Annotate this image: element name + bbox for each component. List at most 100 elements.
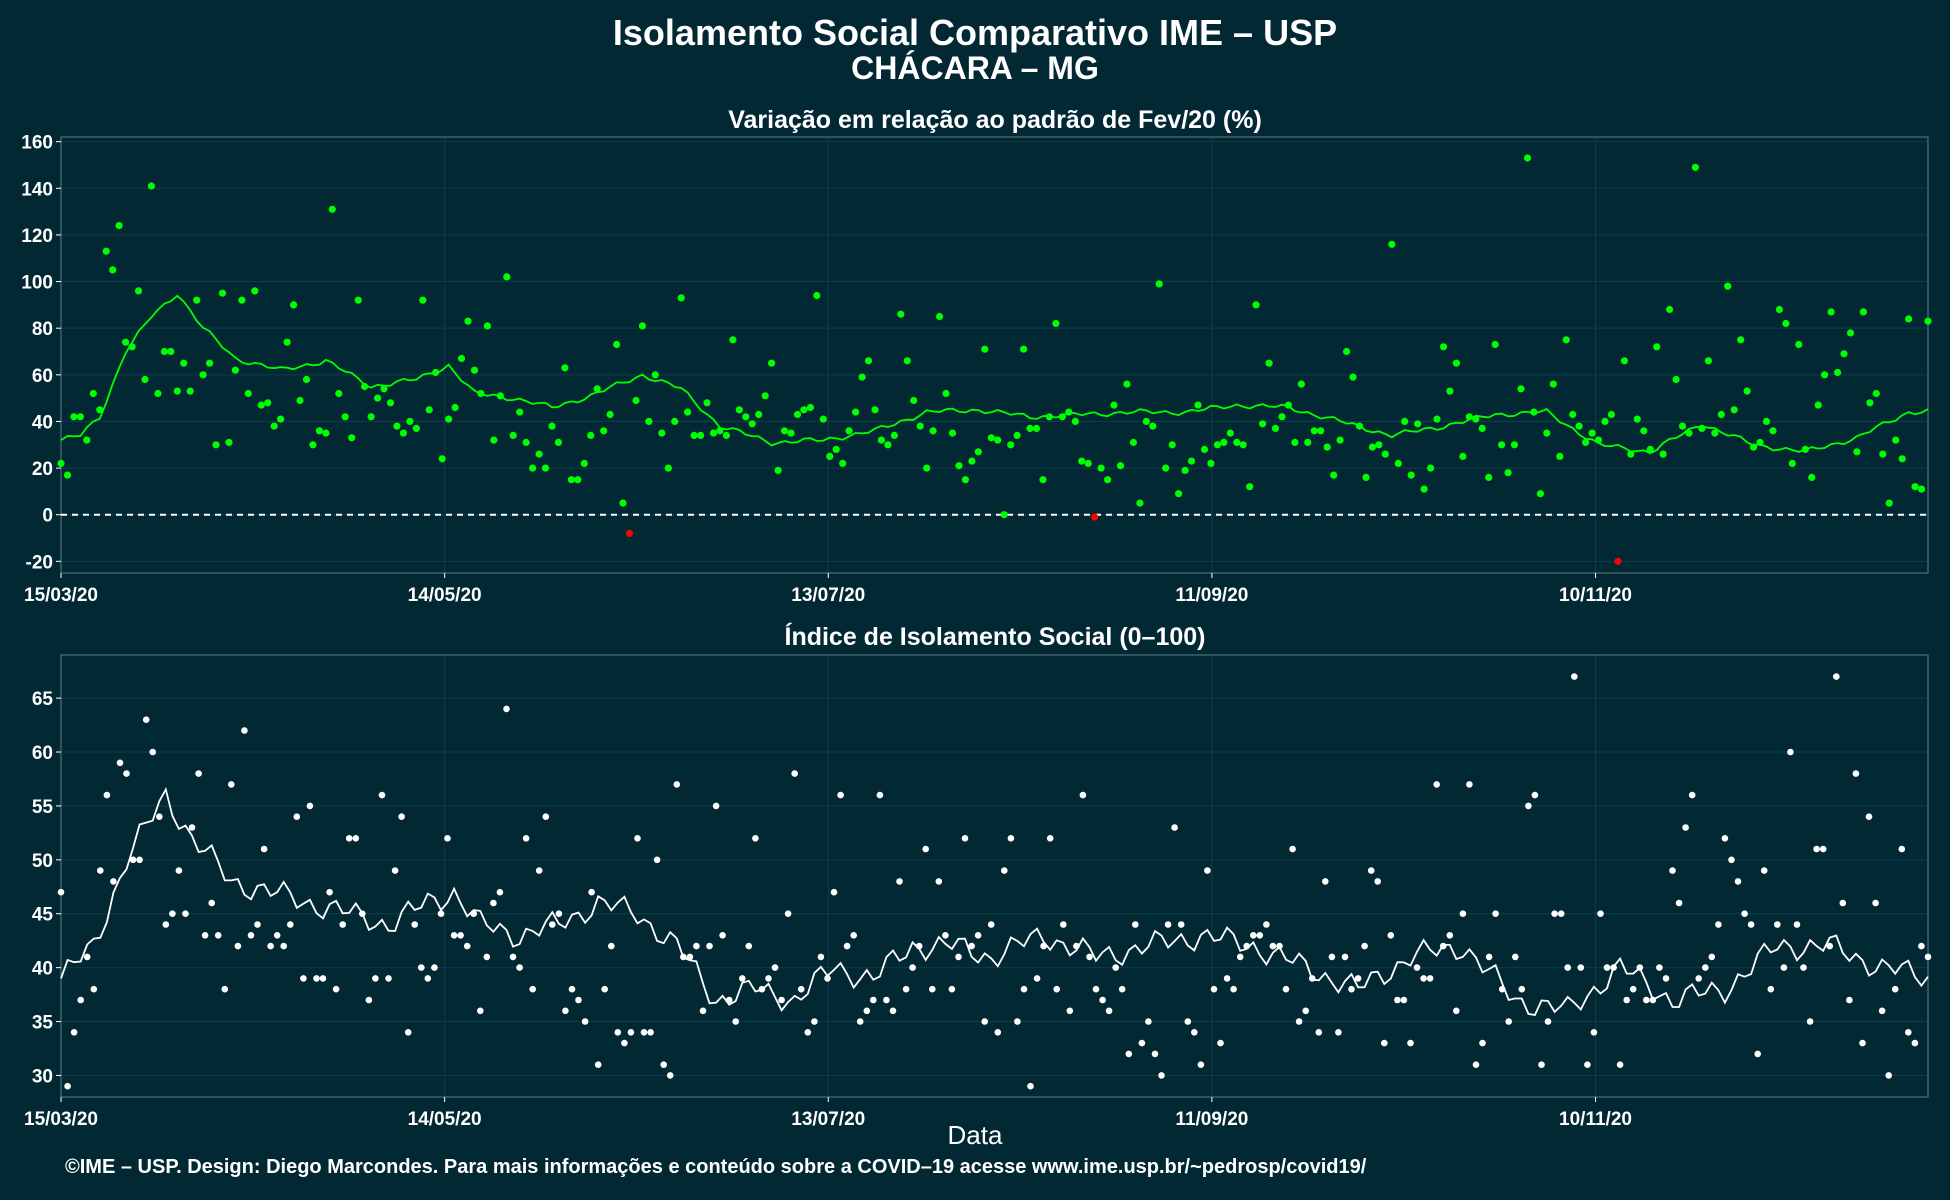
data-point: [1239, 441, 1247, 449]
data-point: [1485, 953, 1493, 961]
data-point: [632, 396, 640, 405]
data-point: [877, 436, 886, 444]
data-point: [961, 835, 969, 842]
data-point: [752, 835, 759, 842]
data-point: [529, 985, 536, 993]
data-point: [832, 445, 840, 453]
data-point: [1653, 343, 1661, 351]
data-point: [765, 975, 772, 982]
data-point: [1220, 438, 1228, 446]
data-point: [238, 296, 246, 304]
data-point: [647, 1029, 654, 1036]
data-point: [195, 770, 202, 777]
data-point: [1691, 163, 1699, 171]
data-point: [404, 1029, 412, 1036]
data-point: [1336, 436, 1344, 444]
data-point: [1407, 1039, 1414, 1047]
y-tick-label: 140: [21, 179, 53, 200]
data-point: [1073, 942, 1080, 950]
data-point: [981, 1018, 988, 1025]
data-point: [1491, 340, 1499, 349]
data-point: [1747, 921, 1755, 928]
data-point: [293, 813, 301, 820]
data-point: [778, 996, 785, 1004]
data-point: [1623, 996, 1630, 1004]
data-point: [1666, 305, 1674, 314]
data-point: [1750, 443, 1758, 451]
data-point: [1813, 845, 1820, 853]
data-point: [134, 287, 143, 295]
data-point: [1413, 964, 1421, 971]
data-point: [1557, 910, 1565, 917]
data-point: [393, 422, 401, 430]
data-point: [1769, 427, 1777, 435]
data-point: [968, 942, 975, 950]
x-tick-label: 11/09/20: [1175, 585, 1248, 606]
data-point: [703, 399, 711, 407]
data-point: [1538, 1061, 1545, 1068]
data-point: [535, 867, 543, 874]
data-point: [1536, 490, 1544, 498]
data-point: [477, 389, 485, 398]
data-point: [1263, 921, 1270, 928]
data-point: [212, 441, 220, 449]
data-point: [1698, 424, 1706, 432]
data-point: [361, 382, 369, 391]
data-point: [819, 415, 827, 423]
data-point: [1603, 964, 1611, 971]
data-point: [315, 427, 323, 435]
data-point: [1834, 368, 1842, 377]
data-point: [70, 413, 78, 421]
data-point: [1517, 385, 1525, 393]
data-point: [601, 985, 608, 993]
data-point: [280, 942, 288, 950]
data-point: [1682, 824, 1689, 831]
data-point: [1381, 450, 1389, 458]
y-tick-label: 40: [32, 412, 53, 433]
data-point: [463, 942, 471, 950]
y-tick-label: 50: [32, 851, 53, 872]
data-point: [270, 422, 278, 430]
data-point: [296, 396, 304, 405]
data-point: [1865, 813, 1873, 820]
data-point: [732, 1018, 739, 1025]
data-point: [516, 964, 523, 971]
data-point: [1846, 996, 1853, 1004]
data-point: [457, 354, 466, 363]
data-point: [1361, 942, 1368, 950]
data-point: [1695, 975, 1702, 982]
data-point: [929, 427, 937, 435]
data-point: [1853, 448, 1861, 456]
data-point: [1505, 1018, 1512, 1025]
data-point: [70, 1029, 78, 1036]
data-point: [201, 932, 209, 939]
data-point: [961, 476, 970, 484]
data-point: [365, 996, 373, 1004]
data-point: [142, 716, 150, 723]
data-point: [264, 399, 272, 407]
data-point: [804, 1029, 812, 1036]
data-point: [1879, 450, 1887, 458]
data-point: [1394, 996, 1401, 1004]
data-point: [1092, 985, 1100, 993]
data-point: [1079, 791, 1087, 799]
data-point: [149, 748, 156, 756]
data-point: [1060, 921, 1067, 928]
data-point: [936, 312, 944, 321]
data-point: [856, 1018, 864, 1025]
data-point: [1905, 1029, 1912, 1036]
y-tick-label: 40: [32, 959, 53, 980]
data-point: [83, 953, 91, 961]
data-point: [1020, 985, 1028, 993]
data-point: [1414, 420, 1422, 428]
data-point: [761, 392, 769, 400]
data-point: [1551, 910, 1558, 917]
data-point: [771, 964, 779, 971]
data-point: [1138, 1039, 1146, 1047]
data-point: [335, 389, 343, 398]
data-point: [922, 845, 929, 853]
y-tick-label: 30: [32, 1066, 53, 1087]
data-point: [619, 499, 627, 507]
data-point: [386, 399, 395, 407]
data-point: [64, 1082, 71, 1090]
